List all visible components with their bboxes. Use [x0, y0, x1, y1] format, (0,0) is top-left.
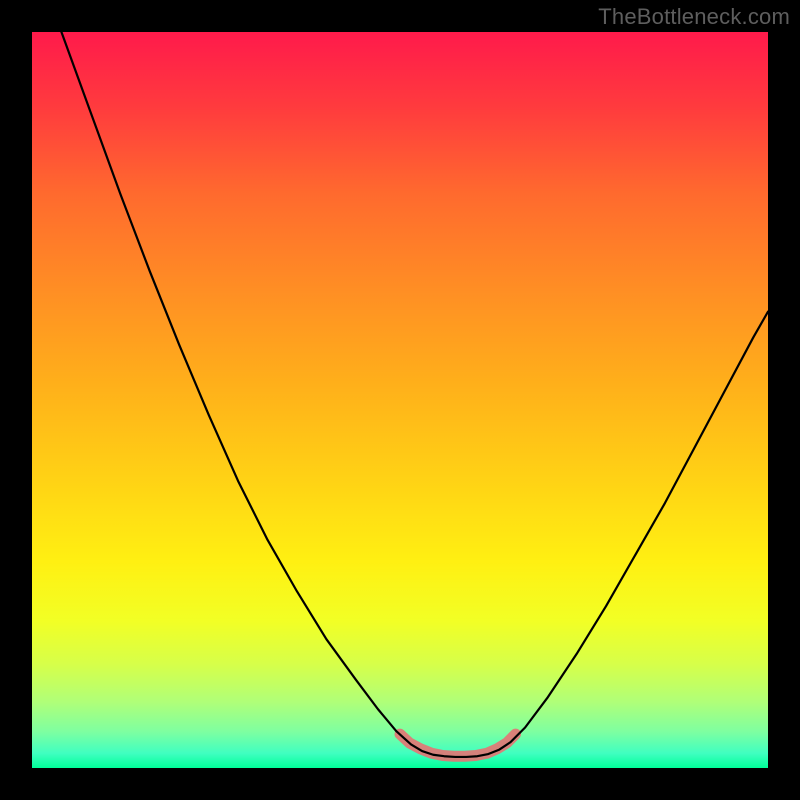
plot-area [32, 32, 768, 768]
chart-svg [32, 32, 768, 768]
gradient-background [32, 32, 768, 768]
chart-container: TheBottleneck.com [0, 0, 800, 800]
watermark-text: TheBottleneck.com [598, 4, 790, 30]
